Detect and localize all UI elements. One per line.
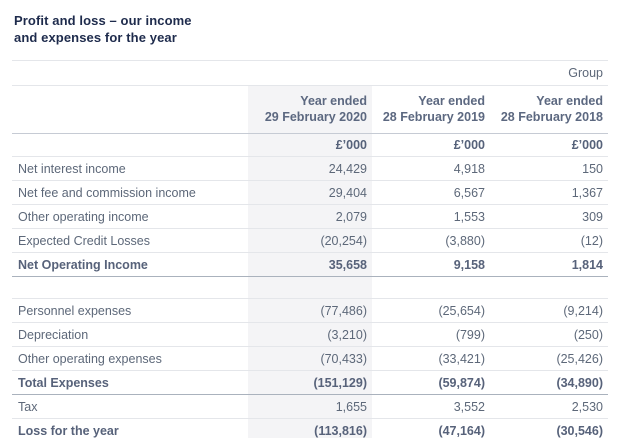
table-row-tax: Tax 1,655 3,552 2,530 (12, 394, 608, 419)
row-value-2020: 24,429 (248, 156, 372, 181)
column-header-date: 28 February 2019 (382, 110, 485, 124)
units-row: £’000 £’000 £’000 (12, 133, 608, 157)
units-2018: £’000 (490, 133, 608, 157)
row-value-2018: 2,530 (490, 394, 608, 419)
table-row-expected-credit-losses: Expected Credit Losses (20,254) (3,880) … (12, 228, 608, 253)
units-2019: £’000 (372, 133, 490, 157)
group-header-row: Group (12, 60, 608, 86)
row-label: Other operating expenses (12, 346, 248, 371)
table-row-total-expenses: Total Expenses (151,129) (59,874) (34,89… (12, 370, 608, 395)
page-title-line1: Profit and loss – our income (14, 13, 192, 28)
row-value-2019: 9,158 (372, 252, 490, 277)
row-value-2020: 1,655 (248, 394, 372, 419)
row-value-2020: 2,079 (248, 204, 372, 229)
column-header-empty (12, 85, 248, 134)
column-header-2020: Year ended 29 February 2020 (248, 85, 372, 134)
row-label: Expected Credit Losses (12, 228, 248, 253)
units-empty (12, 133, 248, 157)
table-row-depreciation: Depreciation (3,210) (799) (250) (12, 322, 608, 347)
table-row-net-interest-income: Net interest income 24,429 4,918 150 (12, 156, 608, 181)
row-value-2018: (250) (490, 322, 608, 347)
column-header-row: Year ended 29 February 2020 Year ended 2… (12, 85, 608, 134)
row-value-2020: (151,129) (248, 370, 372, 395)
row-value-2019: (47,164) (372, 418, 490, 438)
row-value-2020: 35,658 (248, 252, 372, 277)
table-row-net-fee-commission-income: Net fee and commission income 29,404 6,5… (12, 180, 608, 205)
row-label: Loss for the year (12, 418, 248, 438)
row-value-2018: 150 (490, 156, 608, 181)
column-header-2019: Year ended 28 February 2019 (372, 85, 490, 134)
row-label: Other operating income (12, 204, 248, 229)
column-header-period: Year ended (300, 94, 367, 108)
row-label: Personnel expenses (12, 298, 248, 323)
row-value-2018: (34,890) (490, 370, 608, 395)
table-row-personnel-expenses: Personnel expenses (77,486) (25,654) (9,… (12, 298, 608, 323)
row-value-2018: (30,546) (490, 418, 608, 438)
row-label: Tax (12, 394, 248, 419)
row-value-2019: (25,654) (372, 298, 490, 323)
row-value-2018: (25,426) (490, 346, 608, 371)
row-value-2019: 4,918 (372, 156, 490, 181)
row-value-2018: 1,814 (490, 252, 608, 277)
row-value-2019: 6,567 (372, 180, 490, 205)
row-label: Total Expenses (12, 370, 248, 395)
row-value-2018: 1,367 (490, 180, 608, 205)
spacer-row (12, 276, 608, 299)
table-row-other-operating-expenses: Other operating expenses (70,433) (33,42… (12, 346, 608, 371)
row-label: Net fee and commission income (12, 180, 248, 205)
column-header-date: 28 February 2018 (500, 110, 603, 124)
profit-and-loss-table: Group Year ended 29 February 2020 Year e… (12, 60, 608, 438)
group-label: Group (12, 60, 608, 86)
row-value-2018: (9,214) (490, 298, 608, 323)
column-header-2018: Year ended 28 February 2018 (490, 85, 608, 134)
units-2020: £’000 (248, 133, 372, 157)
row-value-2019: (3,880) (372, 228, 490, 253)
row-value-2019: 3,552 (372, 394, 490, 419)
row-label: Net Operating Income (12, 252, 248, 277)
row-label: Net interest income (12, 156, 248, 181)
row-label: Depreciation (12, 322, 248, 347)
row-value-2020: 29,404 (248, 180, 372, 205)
page-title-line2: and expenses for the year (14, 30, 177, 45)
row-value-2019: (59,874) (372, 370, 490, 395)
page-title: Profit and loss – our income and expense… (14, 12, 608, 46)
column-header-period: Year ended (536, 94, 603, 108)
row-value-2020: (113,816) (248, 418, 372, 438)
row-value-2020: (20,254) (248, 228, 372, 253)
column-header-period: Year ended (418, 94, 485, 108)
column-header-date: 29 February 2020 (264, 110, 367, 124)
row-value-2020: (3,210) (248, 322, 372, 347)
row-value-2020: (70,433) (248, 346, 372, 371)
row-value-2019: (799) (372, 322, 490, 347)
table-row-loss-for-the-year: Loss for the year (113,816) (47,164) (30… (12, 418, 608, 438)
table-row-other-operating-income: Other operating income 2,079 1,553 309 (12, 204, 608, 229)
row-value-2018: (12) (490, 228, 608, 253)
row-value-2019: (33,421) (372, 346, 490, 371)
table-row-net-operating-income: Net Operating Income 35,658 9,158 1,814 (12, 252, 608, 277)
row-value-2018: 309 (490, 204, 608, 229)
row-value-2019: 1,553 (372, 204, 490, 229)
row-value-2020: (77,486) (248, 298, 372, 323)
